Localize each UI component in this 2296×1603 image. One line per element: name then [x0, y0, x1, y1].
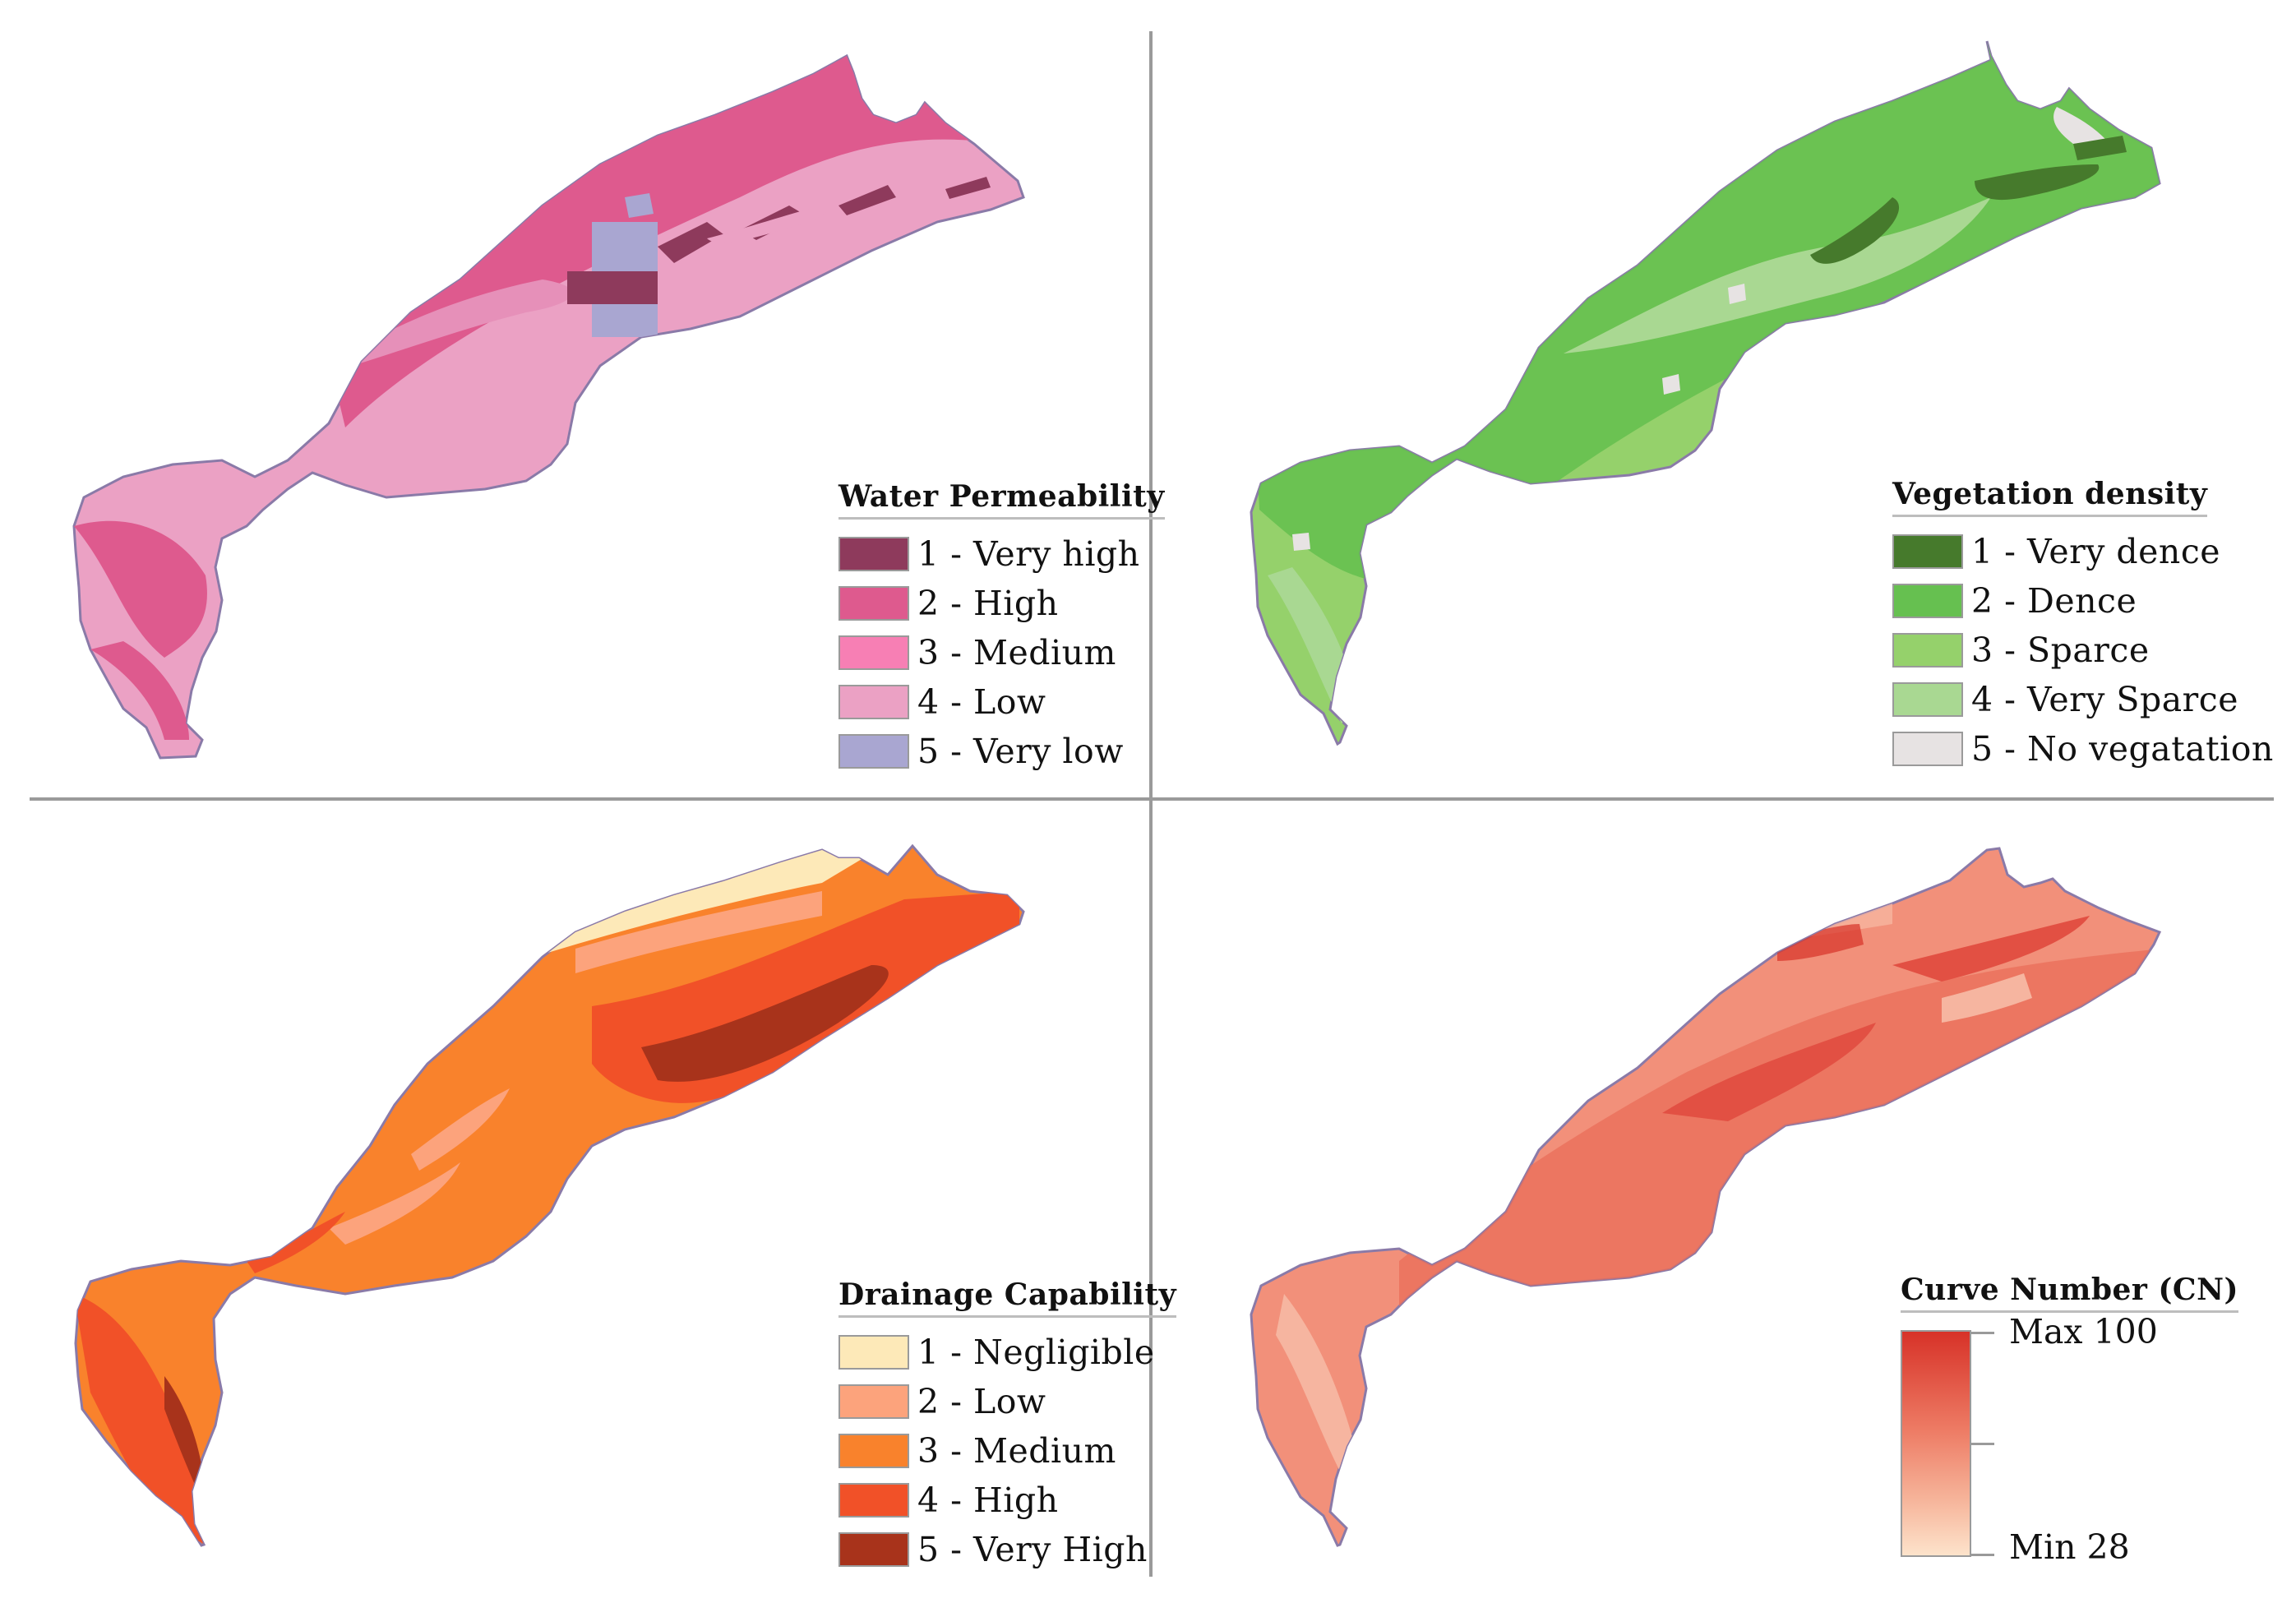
vertical-divider — [1149, 31, 1153, 1577]
legend-item: 1 - Negligible — [838, 1328, 1176, 1377]
legend-swatch — [838, 1335, 909, 1370]
legend-swatch — [838, 1532, 909, 1567]
drainage-capability-legend: Drainage Capability 1 - Negligible 2 - L… — [838, 1277, 1177, 1574]
legend-label: 3 - Medium — [917, 1431, 1116, 1471]
legend-item: 5 - Very High — [838, 1525, 1176, 1574]
legend-item: 3 - Sparce — [1892, 626, 2274, 675]
legend-label: 5 - Very High — [917, 1530, 1148, 1569]
legend-swatch — [838, 1434, 909, 1468]
legend-item: 2 - Dence — [1892, 576, 2274, 626]
legend-item: 4 - Low — [838, 677, 1165, 727]
legend-item: 2 - High — [838, 579, 1165, 628]
ramp-tick-bottom — [1970, 1554, 1994, 1556]
legend-swatch — [1892, 534, 1963, 569]
legend-label: 2 - High — [917, 584, 1059, 623]
legend-item: 3 - Medium — [838, 628, 1165, 677]
legend-title: Drainage Capability — [838, 1277, 1177, 1318]
legend-label: 1 - Very high — [917, 534, 1140, 574]
legend-item: 2 - Low — [838, 1377, 1176, 1426]
water-permeability-panel: Water Permeability 1 - Very high 2 - Hig… — [0, 0, 1165, 797]
legend-swatch — [838, 1483, 909, 1518]
legend-label: 3 - Sparce — [1971, 631, 2150, 670]
legend-item: 5 - No vegatation — [1892, 724, 2274, 774]
water-permeability-map — [72, 54, 1025, 760]
legend-swatch — [1892, 732, 1963, 766]
legend-title: Vegetation density — [1892, 477, 2208, 517]
legend-swatch — [838, 635, 909, 670]
legend-rows: 1 - Very high 2 - High 3 - Medium 4 - Lo… — [838, 529, 1165, 776]
color-ramp — [1901, 1330, 1971, 1557]
legend-label: 1 - Negligible — [917, 1333, 1155, 1372]
legend-swatch — [1892, 584, 1963, 618]
drainage-capability-map — [74, 844, 1025, 1547]
legend-rows: 1 - Very dence 2 - Dence 3 - Sparce 4 - … — [1892, 527, 2274, 774]
legend-swatch — [838, 734, 909, 769]
drainage-capability-panel: Drainage Capability 1 - Negligible 2 - L… — [0, 801, 1177, 1603]
legend-item: 1 - Very dence — [1892, 527, 2274, 576]
vegetation-density-legend: Vegetation density 1 - Very dence 2 - De… — [1892, 477, 2274, 774]
legend-swatch — [838, 1384, 909, 1419]
legend-label: 4 - Low — [917, 682, 1046, 722]
curve-number-map — [1250, 847, 2161, 1547]
legend-title: Curve Number (CN) — [1901, 1273, 2239, 1313]
legend-label: 2 - Dence — [1971, 581, 2137, 621]
legend-label: 1 - Very dence — [1971, 532, 2221, 571]
horizontal-divider — [30, 797, 2274, 801]
legend-item: 3 - Medium — [838, 1426, 1176, 1476]
ramp-tick-mid — [1970, 1443, 1994, 1445]
legend-rows: 1 - Negligible 2 - Low 3 - Medium 4 - Hi… — [838, 1328, 1176, 1574]
legend-item: 1 - Very high — [838, 529, 1165, 579]
legend-label: 4 - Very Sparce — [1971, 680, 2239, 719]
legend-swatch — [838, 537, 909, 571]
legend-label: 4 - High — [917, 1481, 1059, 1520]
legend-item: 5 - Very low — [838, 727, 1165, 776]
legend-swatch — [838, 685, 909, 719]
ramp-tick-top — [1970, 1332, 1994, 1334]
ramp-max-label: Max 100 — [2009, 1312, 2158, 1351]
curve-number-legend: Curve Number (CN) Max 100 Min 28 — [1901, 1273, 2239, 1585]
ramp-min-label: Min 28 — [2009, 1527, 2130, 1567]
legend-swatch — [838, 586, 909, 621]
legend-item: 4 - Very Sparce — [1892, 675, 2274, 724]
curve-number-panel: Curve Number (CN) Max 100 Min 28 — [1153, 801, 2296, 1603]
legend-swatch — [1892, 682, 1963, 717]
vegetation-density-map — [1250, 39, 2161, 746]
legend-label: 5 - No vegatation — [1971, 729, 2274, 769]
legend-swatch — [1892, 633, 1963, 668]
water-permeability-legend: Water Permeability 1 - Very high 2 - Hig… — [838, 479, 1165, 776]
legend-title: Water Permeability — [838, 479, 1165, 520]
legend-label: 5 - Very low — [917, 732, 1124, 771]
legend-label: 3 - Medium — [917, 633, 1116, 672]
legend-item: 4 - High — [838, 1476, 1176, 1525]
vegetation-density-panel: Vegetation density 1 - Very dence 2 - De… — [1153, 0, 2296, 797]
legend-label: 2 - Low — [917, 1382, 1046, 1421]
